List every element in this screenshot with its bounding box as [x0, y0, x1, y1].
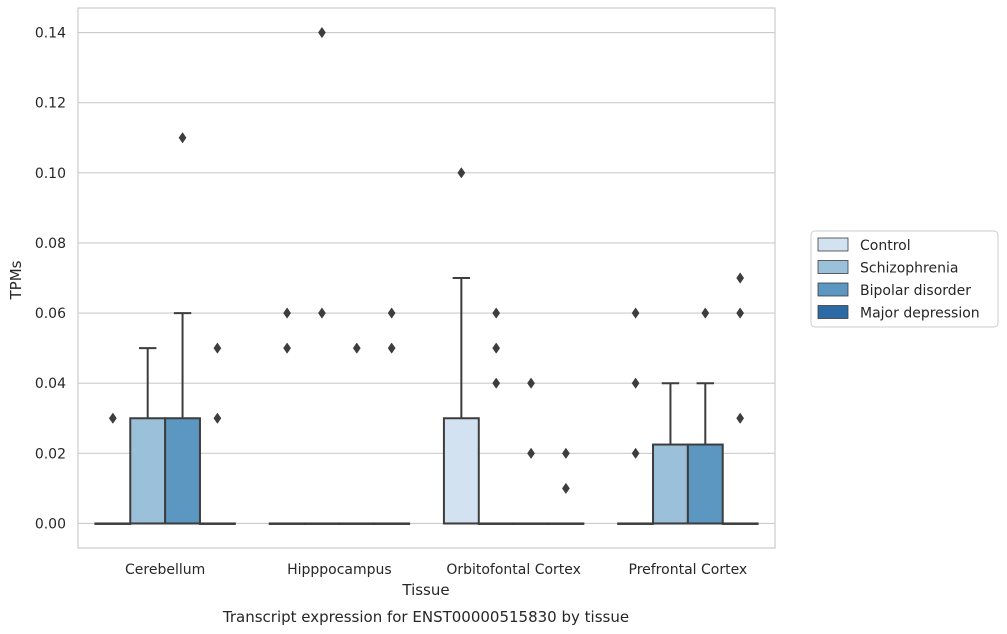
- outlier-point: [701, 307, 710, 319]
- outlier-point: [318, 26, 326, 39]
- legend-label: Control: [860, 238, 911, 254]
- box-schizophrenia: [652, 443, 689, 525]
- box-bipolar-disorder: [686, 443, 724, 525]
- outlier-point: [457, 167, 466, 179]
- box-control: [442, 417, 480, 525]
- y-axis-ticks: 0.00 0.02 0.04 0.06 0.08 0.10 0.12 0.14: [35, 26, 66, 533]
- outlier-point: [352, 342, 361, 354]
- x-axis-label: Tissue: [401, 581, 449, 599]
- outlier-points: [108, 26, 745, 495]
- outlier-point: [213, 342, 222, 354]
- box-bipolar-disorder: [164, 417, 201, 525]
- y-tick-label: 0.02: [35, 446, 66, 462]
- legend-label: Schizophrenia: [860, 261, 958, 277]
- outlier-point: [492, 307, 501, 319]
- outlier-point: [631, 307, 640, 319]
- y-tick-label: 0.14: [35, 26, 66, 42]
- outlier-point: [178, 132, 187, 144]
- legend-frame: [810, 230, 999, 328]
- outlier-point: [318, 307, 326, 319]
- legend-swatch: [817, 260, 849, 274]
- legend-swatch: [817, 305, 849, 319]
- outlier-point: [736, 412, 745, 424]
- y-axis-label: TPMs: [7, 260, 25, 300]
- outlier-point: [736, 307, 745, 319]
- x-axis-ticks: Cerebellum Hipppocampus Orbitofontal Corte…: [125, 562, 747, 578]
- outlier-point: [527, 377, 535, 389]
- box-schizophrenia: [129, 417, 167, 525]
- outlier-point: [561, 482, 570, 495]
- outlier-point: [387, 307, 396, 319]
- legend-swatch: [817, 282, 849, 297]
- outlier-point: [561, 447, 570, 459]
- outlier-point: [387, 342, 396, 354]
- x-tick-label: Hipppocampus: [287, 562, 392, 578]
- outlier-point: [283, 307, 292, 319]
- outlier-point: [108, 412, 117, 424]
- outlier-point: [213, 412, 222, 424]
- y-tick-label: 0.10: [35, 166, 66, 182]
- y-tick-label: 0.00: [35, 516, 66, 532]
- y-tick-label: 0.08: [35, 236, 66, 252]
- y-tick-label: 0.06: [35, 306, 66, 322]
- x-tick-label: Orbitofontal Cortex: [446, 562, 581, 578]
- plot-frame: [77, 7, 776, 549]
- outlier-point: [492, 342, 501, 354]
- y-tick-label: 0.04: [35, 376, 66, 392]
- outlier-point: [283, 342, 292, 354]
- outlier-point: [492, 377, 501, 389]
- chart-caption: Transcript expression for ENST0000051583…: [222, 608, 629, 626]
- legend: Control Schizophrenia Bipolar disorder Majo…: [810, 230, 999, 328]
- outlier-point: [527, 447, 535, 459]
- box-groups: [94, 277, 759, 525]
- y-tick-label: 0.12: [35, 96, 66, 112]
- legend-swatch: [817, 237, 849, 252]
- outlier-point: [736, 272, 745, 284]
- outlier-point: [631, 377, 640, 389]
- outlier-point: [631, 447, 640, 459]
- x-tick-label: Prefrontal Cortex: [629, 562, 748, 578]
- legend-label: Major depression: [860, 306, 980, 322]
- x-tick-label: Cerebellum: [125, 562, 205, 578]
- legend-label: Bipolar disorder: [860, 283, 971, 299]
